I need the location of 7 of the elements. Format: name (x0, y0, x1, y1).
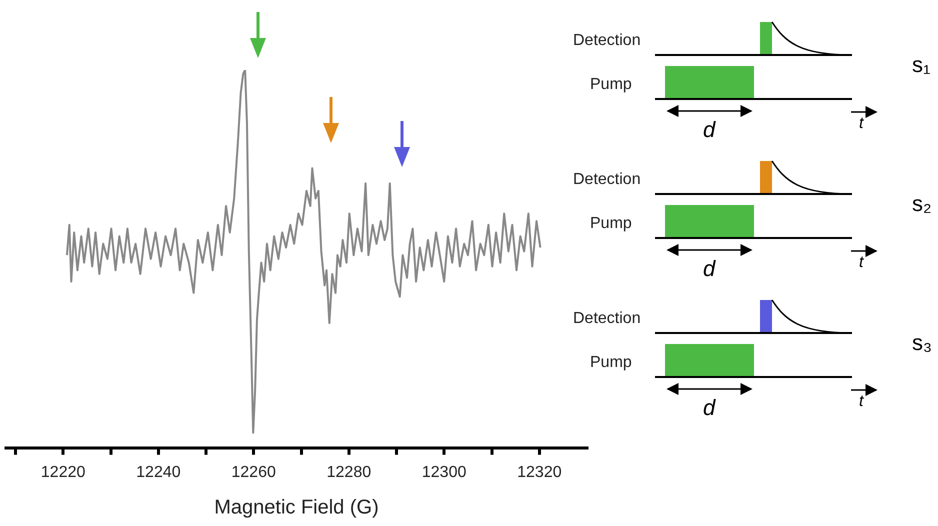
x-axis-title: Magnetic Field (G) (214, 496, 379, 519)
x-tick-label: 12320 (517, 464, 562, 481)
x-tick-label: 12220 (40, 464, 86, 481)
x-tick-label: 12280 (326, 464, 372, 481)
x-tick-label: 12260 (231, 464, 276, 481)
x-tick-label: 12300 (422, 464, 466, 481)
x-tick-label: 12240 (136, 464, 181, 481)
